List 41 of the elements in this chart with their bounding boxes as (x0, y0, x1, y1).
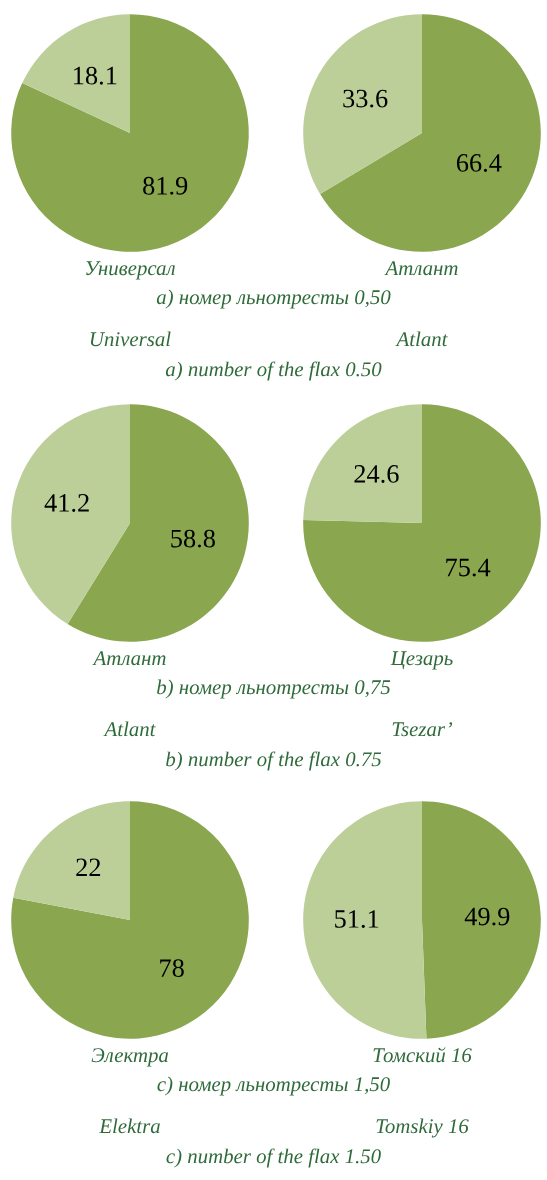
data-label: 81.9 (143, 176, 188, 195)
pie-slice (320, 14, 541, 252)
text: Tomskiy 16 (376, 1118, 469, 1138)
text: Универсал (86, 261, 175, 280)
text: c) number of the flax 1.50 (166, 1148, 381, 1168)
data-label: 18.1 (74, 66, 117, 85)
data-label: 24.6 (354, 465, 399, 483)
text: Elektra (99, 1118, 160, 1134)
data-label: 78 (160, 959, 184, 977)
text: c) номер льнотресты 1,50 (157, 1076, 390, 1096)
data-label: 49.9 (464, 907, 510, 926)
data-label: 33.6 (343, 89, 388, 108)
text: Атлант (384, 261, 458, 276)
text: Atlant (395, 331, 448, 347)
pie-slice (11, 14, 249, 252)
data-label: 41.2 (44, 494, 89, 512)
text: b) номер льнотресты 0,75 (157, 679, 391, 699)
text: Цезарь (390, 651, 453, 670)
pie-slice (303, 801, 427, 1039)
text: Атлант (92, 651, 166, 666)
pie-slice (11, 801, 249, 1039)
data-label: 58.8 (171, 529, 215, 548)
text: a) number of the flax 0.50 (165, 361, 382, 381)
text: а) номер льнотресты 0,50 (156, 289, 391, 309)
data-label: 51.1 (335, 910, 379, 928)
data-label: 22 (76, 858, 101, 876)
pie-slice (22, 14, 130, 133)
pie-slice (303, 404, 422, 523)
text: Электра (91, 1048, 169, 1067)
pie-slice (422, 801, 541, 1039)
pie-slice (13, 801, 130, 920)
data-label: 66.4 (456, 154, 502, 172)
data-label: 75.4 (446, 558, 491, 577)
text: b) number of the flax 0.75 (166, 751, 382, 771)
text: Томский 16 (373, 1047, 472, 1063)
text: Universal (90, 331, 171, 347)
pie-slice (303, 404, 541, 642)
pie-slice (303, 14, 422, 195)
pie-slice (11, 404, 130, 625)
text: Tsezar’ (392, 722, 453, 737)
text: Atlant (103, 721, 156, 737)
